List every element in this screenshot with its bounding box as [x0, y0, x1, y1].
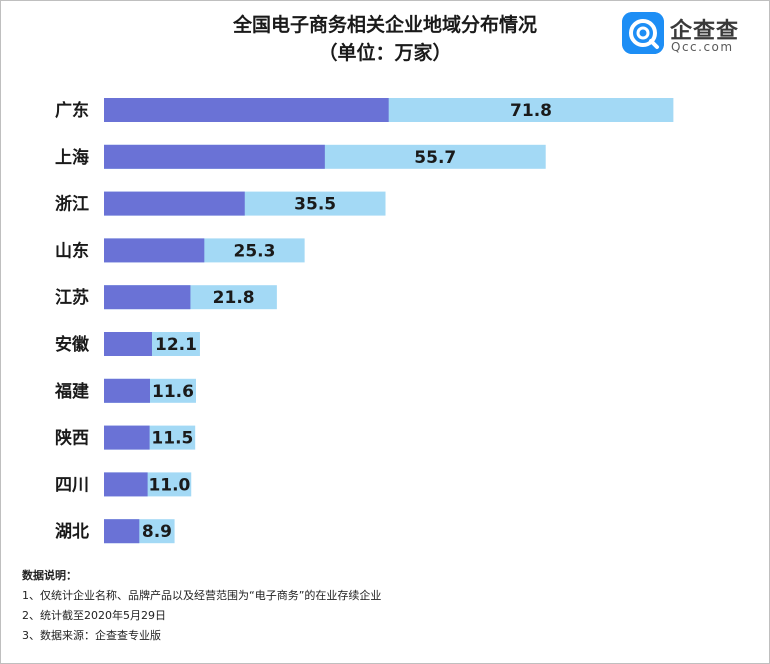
- bar-accent-segment: [104, 519, 140, 544]
- bar-accent-segment: [104, 191, 245, 216]
- value-label: 35.5: [294, 195, 336, 215]
- category-label: 安徽: [55, 334, 90, 355]
- bar-accent-segment: [104, 378, 150, 403]
- value-label: 11.6: [152, 382, 194, 402]
- bar-accent-segment: [104, 425, 150, 450]
- bar-accent-segment: [104, 332, 152, 356]
- logo-name: 企查查: [670, 19, 740, 44]
- value-label: 21.8: [213, 288, 255, 308]
- bar-accent-segment: [104, 144, 325, 169]
- value-label: 71.8: [510, 101, 552, 121]
- category-label: 浙江: [55, 194, 89, 215]
- value-label: 12.1: [155, 335, 197, 355]
- chart-subtitle: （单位：万家）: [318, 42, 452, 64]
- notes-item-1: 1、仅统计企业名称、品牌产品以及经营范围为“电子商务”的在业存续企业: [22, 589, 382, 602]
- bar-accent-segment: [104, 98, 389, 122]
- category-label: 陕西: [55, 428, 89, 449]
- chart-title: 全国电子商务相关企业地域分布情况: [232, 14, 537, 36]
- bar-accent-segment: [104, 238, 205, 263]
- qcc-logo-icon: [622, 12, 664, 54]
- notes-item-2: 2、统计截至2020年5月29日: [22, 609, 166, 622]
- value-label: 25.3: [233, 241, 275, 261]
- brand-logo: 企查查 Qcc.com: [622, 12, 762, 56]
- category-label: 湖北: [55, 522, 89, 542]
- bar-chart: 广东 71.8 上海 55.7 浙江 35.5 山东 25.3 江苏 21.8 安徽 12.1 福建 11…: [54, 98, 674, 544]
- value-label: 11.0: [148, 475, 190, 495]
- bar-accent-segment: [104, 472, 148, 497]
- category-label: 广东: [55, 100, 89, 121]
- category-label: 山东: [55, 240, 89, 261]
- category-label: 福建: [54, 381, 89, 402]
- category-label: 江苏: [55, 287, 89, 308]
- value-label: 8.9: [142, 522, 172, 542]
- value-label: 55.7: [414, 148, 456, 168]
- notes-heading: 数据说明：: [22, 569, 77, 582]
- bar-accent-segment: [104, 285, 191, 310]
- category-label: 上海: [55, 147, 89, 168]
- data-notes: 数据说明： 1、仅统计企业名称、品牌产品以及经营范围为“电子商务”的在业存续企业…: [22, 566, 381, 646]
- logo-domain: Qcc.com: [671, 40, 734, 54]
- value-label: 11.5: [151, 429, 193, 449]
- category-label: 四川: [55, 475, 89, 495]
- notes-item-3: 3、数据来源：企查查专业版: [22, 629, 161, 642]
